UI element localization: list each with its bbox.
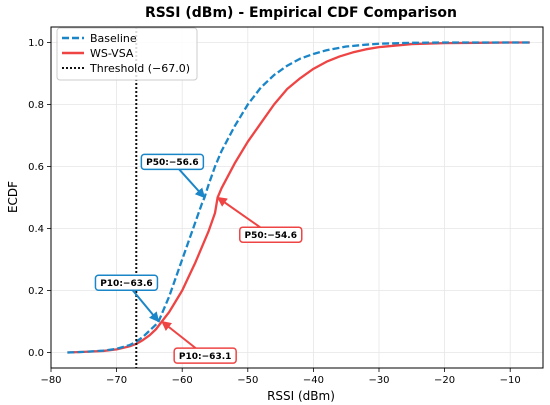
annotation-0: P50:−56.6 [140, 153, 206, 199]
legend: Baseline WS-VSA Threshold (−67.0) [56, 27, 198, 81]
x-tick-label: −10 [500, 375, 521, 386]
x-tick-label: −30 [368, 375, 389, 386]
x-tick-label: −60 [172, 375, 193, 386]
x-tick-label: −40 [303, 375, 324, 386]
x-axis-label: RSSI (dBm) [267, 389, 335, 403]
legend-label-baseline: Baseline [90, 32, 137, 45]
plot-frame [50, 26, 544, 369]
ticks: −80 −70 −60 −50 −40 −30 −20 −10 0.0 0.2 0.4 0.6 0.8 1… [28, 38, 521, 386]
legend-label-threshold: Threshold (−67.0) [89, 62, 190, 75]
annotation-box [173, 347, 237, 364]
y-axis-label: ECDF [6, 181, 20, 213]
annotation-arrow [131, 289, 160, 323]
annotation-box [140, 153, 205, 171]
y-tick-label: 0.2 [28, 286, 44, 297]
annotation-2: P10:−63.6 [94, 274, 160, 323]
annotation-arrow [216, 196, 261, 229]
x-tick-label: −80 [40, 375, 61, 386]
annotation-3: P10:−63.1 [161, 320, 237, 364]
x-tick-label: −50 [237, 375, 258, 386]
annotation-label: P10:−63.6 [100, 279, 152, 289]
annotation-label: P50:−54.6 [245, 231, 297, 241]
legend-box [56, 27, 198, 81]
annotation-arrow [178, 168, 206, 199]
annotation-label: P50:−56.6 [146, 158, 198, 168]
y-tick-label: 0.8 [28, 100, 44, 111]
annotation-arrow [161, 320, 197, 349]
annotation-layer: P50:−56.6 P50:−54.6 P10:−63.6 P10:−63.1 [94, 153, 303, 364]
y-tick-label: 0.0 [28, 348, 44, 359]
x-tick-label: −20 [434, 375, 455, 386]
chart-title: RSSI (dBm) - Empirical CDF Comparison [145, 5, 457, 21]
annotation-box [94, 274, 159, 291]
x-tick-label: −70 [106, 375, 127, 386]
y-tick-label: 0.6 [28, 162, 44, 173]
y-tick-label: 0.4 [28, 224, 44, 235]
legend-label-ws-vsa: WS-VSA [90, 47, 134, 60]
annotation-1: P50:−54.6 [216, 196, 303, 243]
annotation-label: P10:−63.1 [179, 352, 231, 362]
y-tick-label: 1.0 [28, 38, 44, 49]
annotation-box [239, 226, 303, 243]
series-line-baseline [67, 41, 530, 354]
